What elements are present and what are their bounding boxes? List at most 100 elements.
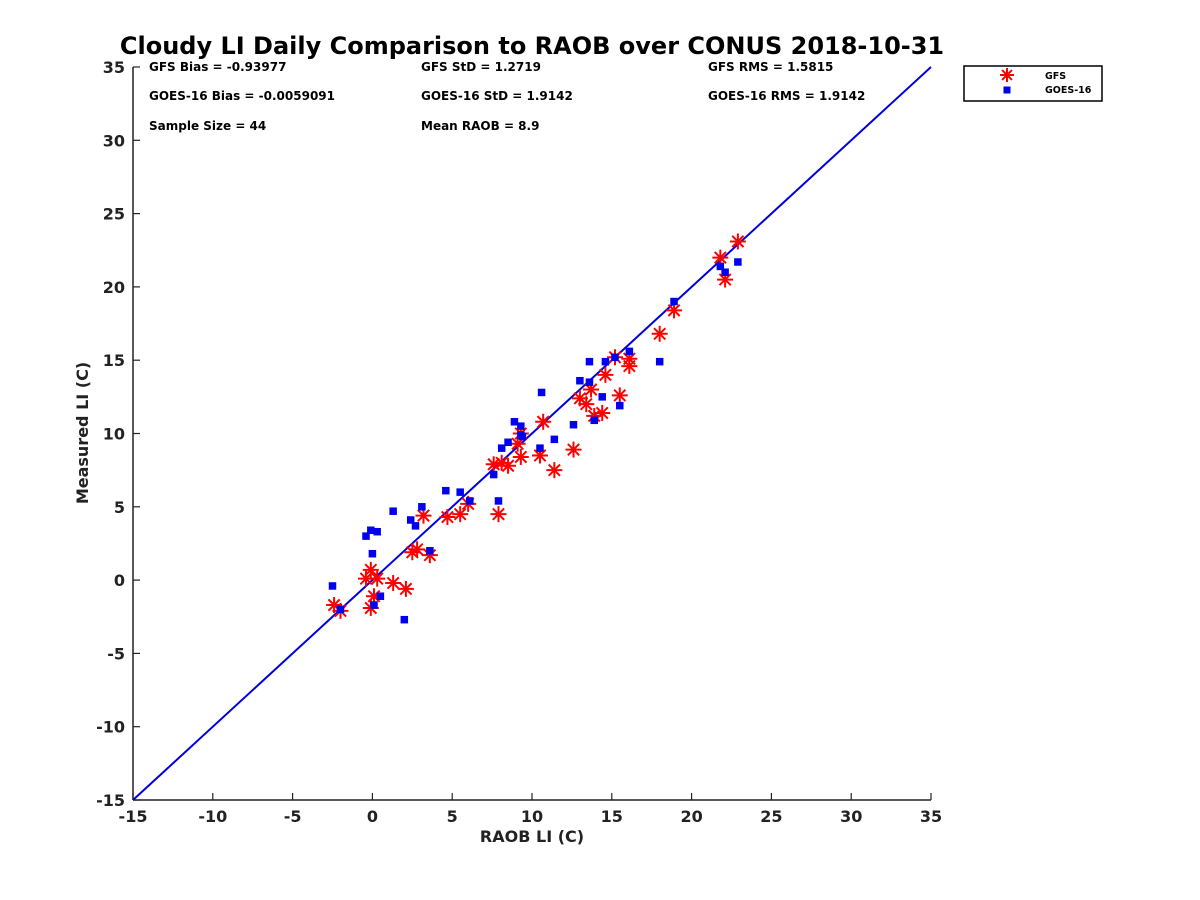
goes16-data-point — [389, 507, 397, 515]
stat-goes16-bias: GOES-16 Bias = -0.0059091 — [149, 89, 335, 103]
goes16-data-point — [510, 418, 519, 426]
goes16-data-point — [406, 516, 415, 524]
stat-goes16-std: GOES-16 StD = 1.9142 — [421, 89, 573, 103]
gfs-data-point — [500, 457, 517, 474]
goes16-legend-marker-glyph — [1003, 86, 1011, 94]
goes16-data-point — [716, 262, 725, 271]
y-tick-label: -15 — [96, 791, 125, 810]
goes16-data-point — [368, 549, 377, 558]
stat-gfs-rms: GFS RMS = 1.5815 — [708, 60, 833, 74]
gfs-data-point — [490, 506, 507, 523]
stat-mean-raob: Mean RAOB = 8.9 — [421, 119, 539, 133]
y-tick-label: 5 — [114, 498, 125, 517]
gfs-data-point — [546, 462, 563, 479]
goes16-data-point — [418, 503, 426, 511]
legend-marker-gfs — [1000, 68, 1014, 82]
goes16-data-point — [734, 258, 742, 266]
x-tick-label: -10 — [198, 807, 227, 826]
y-tick-label: 0 — [114, 571, 125, 590]
y-tick-label: 20 — [103, 278, 125, 297]
y-tick-label: -10 — [96, 718, 125, 737]
stat-goes16-rms: GOES-16 RMS = 1.9142 — [708, 89, 865, 103]
goes16-data-point — [601, 357, 610, 366]
goes16-data-point — [569, 420, 578, 429]
x-tick-label: -5 — [284, 807, 302, 826]
x-tick-label: 30 — [840, 807, 862, 826]
goes16-data-point — [616, 401, 624, 410]
goes16-data-point — [537, 388, 546, 397]
y-tick-label: 35 — [103, 58, 125, 77]
y-tick-label: 15 — [103, 351, 125, 370]
gfs-data-point — [452, 506, 469, 523]
goes16-data-point — [328, 582, 337, 590]
goes16-data-point — [585, 357, 594, 366]
y-tick-label: 30 — [103, 131, 125, 150]
goes16-data-point — [655, 357, 664, 366]
gfs-data-point — [397, 580, 414, 597]
goes16-data-point — [625, 347, 634, 356]
goes16-data-point — [442, 486, 450, 495]
gfs-data-point — [611, 387, 628, 404]
goes16-data-point — [576, 376, 584, 385]
goes16-data-point — [517, 422, 525, 430]
y-tick-label: 10 — [103, 425, 125, 444]
goes16-data-point — [336, 605, 345, 614]
goes16-data-point — [590, 416, 598, 425]
goes16-data-point — [611, 353, 619, 362]
chart-title: Cloudy LI Daily Comparison to RAOB over … — [120, 32, 944, 60]
x-axis-ticks: -15 -10 -5 0 5 10 15 20 25 30 35 — [119, 793, 942, 826]
gfs-data-point — [369, 570, 386, 587]
goes16-data-point — [536, 444, 544, 452]
goes16-data-point — [494, 497, 503, 505]
goes16-data-point — [373, 527, 381, 536]
x-tick-label: 10 — [521, 807, 543, 826]
legend-label-goes16: GOES-16 — [1045, 85, 1092, 96]
stat-gfs-bias: GFS Bias = -0.93977 — [149, 60, 286, 74]
goes16-data-point — [376, 592, 385, 600]
gfs-data-point — [597, 366, 614, 383]
goes16-data-point — [497, 444, 506, 452]
legend: GFS GOES-16 — [963, 65, 1103, 102]
goes16-data-point — [426, 547, 434, 555]
goes16-data-point — [370, 601, 378, 609]
gfs-data-point — [729, 233, 746, 250]
x-tick-label: -15 — [119, 807, 148, 826]
goes16-data-point — [411, 522, 420, 530]
x-tick-label: 25 — [760, 807, 782, 826]
x-tick-label: 5 — [447, 807, 458, 826]
one-to-one-line — [132, 66, 932, 801]
gfs-data-point — [621, 358, 638, 375]
y-axis-ticks: -15 -10 -5 0 5 10 15 20 25 30 35 — [96, 58, 140, 810]
y-axis-label: Measured LI (C) — [73, 362, 92, 504]
series-goes-16 — [328, 258, 742, 624]
x-tick-label: 35 — [920, 807, 942, 826]
goes16-data-point — [362, 532, 370, 540]
goes16-data-point — [721, 268, 729, 276]
goes16-data-point — [466, 497, 474, 505]
goes16-data-point — [585, 378, 594, 386]
series-gfs — [326, 233, 746, 619]
gfs-data-point — [594, 404, 611, 421]
gfs-data-point — [651, 325, 668, 342]
legend-label-gfs: GFS — [1045, 71, 1066, 82]
goes16-data-point — [400, 615, 409, 624]
stat-sample-size: Sample Size = 44 — [149, 119, 266, 133]
goes16-data-point — [598, 393, 606, 401]
data-series — [326, 233, 746, 624]
goes16-data-point — [367, 526, 375, 535]
y-tick-label: 25 — [103, 205, 125, 224]
legend-marker-goes16 — [1003, 86, 1011, 94]
gfs-data-point — [512, 448, 529, 465]
goes16-data-point — [456, 488, 464, 496]
gfs-data-point — [385, 575, 402, 592]
gfs-data-point — [535, 413, 552, 430]
gfs-data-point — [578, 396, 595, 413]
gfs-legend-marker-glyph — [1000, 68, 1014, 82]
goes16-data-point — [504, 438, 512, 447]
statistics-block: GFS Bias = -0.93977 GFS StD = 1.2719 GFS… — [149, 60, 865, 133]
gfs-data-point — [409, 541, 426, 558]
goes16-data-point — [550, 435, 559, 444]
